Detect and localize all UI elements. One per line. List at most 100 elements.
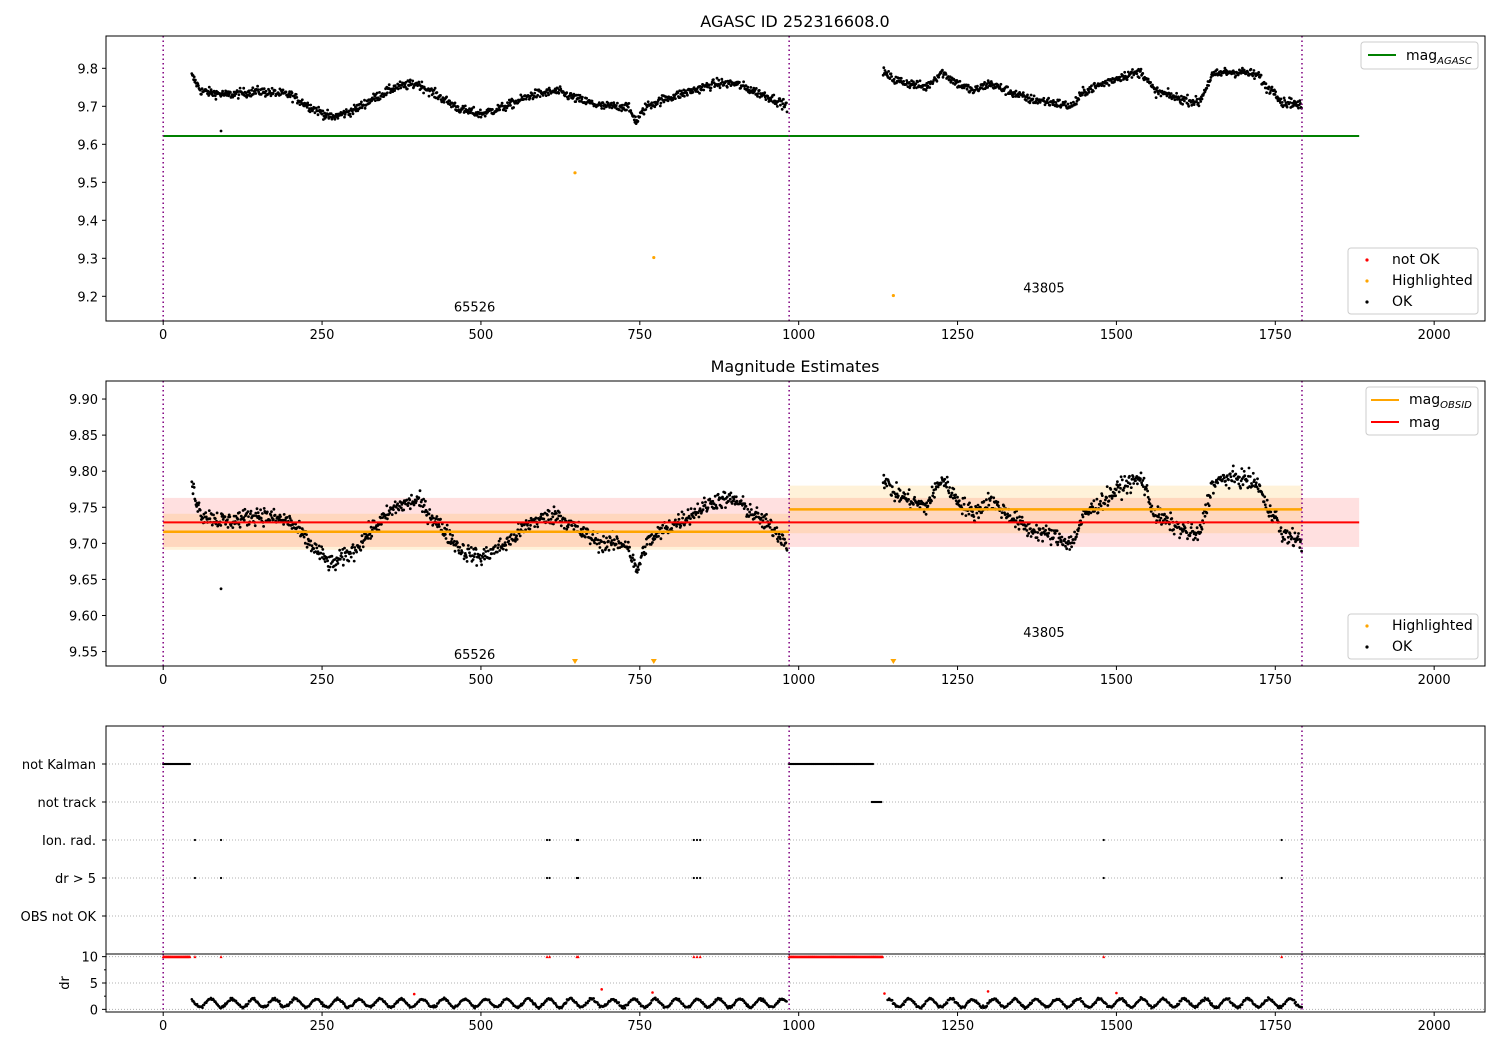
magnitude-ok-point <box>924 512 928 516</box>
magnitude-ok-point <box>1089 511 1093 515</box>
agasc-ok-point <box>778 97 782 100</box>
magnitude-ok-point <box>488 556 492 560</box>
magnitude-ok-point <box>288 514 291 518</box>
agasc-ok-point <box>626 105 630 109</box>
agasc-ok-point <box>321 109 325 113</box>
agasc-ok-point <box>554 89 558 92</box>
magnitude-ok-point <box>1300 549 1303 553</box>
magnitude-ok-point <box>976 503 980 507</box>
agasc-ok-point <box>1207 84 1210 87</box>
agasc-ok-point <box>479 115 483 119</box>
dr-ok-point <box>952 998 956 1001</box>
agasc-ok-point <box>892 77 896 81</box>
magnitude-ok-point <box>713 494 717 498</box>
magnitude-ok-point <box>1008 514 1012 517</box>
agasc-ok-point <box>430 87 433 90</box>
agasc-xtick-label: 0 <box>159 328 167 343</box>
magnitude-ok-point <box>467 547 471 551</box>
magnitude-ok-point <box>1170 517 1174 520</box>
agasc-ok-point <box>373 99 377 102</box>
magnitude-ok-point <box>1283 538 1287 541</box>
agasc-ok-point <box>546 91 550 95</box>
agasc-ok-point <box>1297 106 1300 110</box>
magnitude-ok-point <box>572 528 576 531</box>
dr-ok-point <box>1072 1001 1075 1005</box>
magnitude-ok-point <box>1000 516 1003 519</box>
agasc-ok-point <box>601 101 605 105</box>
magnitude-ok-point <box>1280 532 1283 536</box>
magnitude-ok-point <box>237 522 241 526</box>
magnitude-ok-point <box>1029 535 1033 538</box>
agasc-ok-point <box>1153 90 1157 94</box>
flag-point <box>1280 838 1283 842</box>
magnitude-ok-point <box>497 543 500 547</box>
dr-ok-point <box>1266 999 1269 1002</box>
dr-ok-point <box>981 1004 985 1007</box>
magnitude-ok-point <box>928 496 932 500</box>
magnitude-ok-point <box>729 491 733 495</box>
agasc-ok-point <box>399 86 403 90</box>
magnitude-ok-point <box>710 502 713 506</box>
agasc-ok-point <box>1242 68 1246 72</box>
magnitude-ok-point <box>547 518 550 522</box>
agasc-ok-point <box>524 97 528 101</box>
magnitude-ok-point <box>474 548 478 551</box>
magnitude-ok-point <box>481 555 485 559</box>
magnitude-ok-point <box>1003 513 1007 516</box>
agasc-ok-point <box>386 91 389 95</box>
magnitude-ok-point <box>249 509 253 513</box>
agasc-ok-point <box>655 102 659 106</box>
magnitude-ok-point <box>616 537 619 540</box>
magnitude-ok-point <box>451 534 454 537</box>
magnitude-ok-point <box>314 543 318 546</box>
magnitude-ok-point <box>706 506 710 510</box>
agasc-ok-point <box>1107 83 1111 87</box>
magnitude-ok-point <box>394 511 398 515</box>
magnitude-ok-point <box>744 504 748 508</box>
magnitude-ok-point <box>1053 532 1057 535</box>
dr-ok-point <box>1179 999 1183 1002</box>
magnitude-ok-outlier-point <box>219 587 223 591</box>
agasc-ok-point <box>580 97 584 101</box>
agasc-highlighted-point <box>652 255 656 260</box>
magnitude-ok-point <box>739 499 743 502</box>
magnitude-ok-point <box>336 562 340 565</box>
agasc-ok-point <box>498 108 502 112</box>
agasc-ok-point <box>1149 81 1152 84</box>
magnitude-ok-point <box>895 481 898 484</box>
agasc-ok-point <box>976 84 979 88</box>
flag-point <box>880 800 883 804</box>
magnitude-ok-point <box>504 548 508 552</box>
agasc-ok-point <box>1154 96 1158 99</box>
magnitude-ok-point <box>385 504 389 508</box>
agasc-ok-point <box>231 95 235 99</box>
magnitude-ok-point <box>238 525 242 529</box>
magnitude-ok-point <box>930 485 934 489</box>
agasc-ok-point <box>326 108 329 112</box>
magnitude-ok-point <box>908 503 912 506</box>
agasc-ok-point <box>1183 99 1186 103</box>
magnitude-ok-point <box>465 560 469 563</box>
magnitude-ok-point <box>1189 531 1192 535</box>
magnitude-ok-point <box>397 508 401 512</box>
magnitude-ok-point <box>643 545 647 549</box>
magnitude-ok-point <box>192 482 196 486</box>
magnitude-ok-point <box>1149 510 1153 513</box>
magnitude-ok-point <box>1163 512 1166 516</box>
agasc-ok-point <box>727 82 731 86</box>
magnitude-ok-point <box>631 556 634 560</box>
agasc-ok-point <box>320 112 324 116</box>
agasc-ok-point <box>1258 75 1262 79</box>
agasc-ok-point <box>642 112 646 116</box>
magnitude-highlighted-marker <box>890 659 897 664</box>
magnitude-ok-point <box>931 491 935 495</box>
magnitude-ok-point <box>704 500 707 504</box>
magnitude-ok-point <box>435 515 439 518</box>
magnitude-ok-point <box>986 491 990 495</box>
magnitude-ok-point <box>742 507 746 510</box>
magnitude-ok-point <box>1130 477 1134 481</box>
magnitude-xtick-label: 2000 <box>1418 673 1451 688</box>
magnitude-ok-point <box>514 539 517 543</box>
magnitude-ok-point <box>1209 496 1212 499</box>
agasc-ok-point <box>756 94 759 98</box>
